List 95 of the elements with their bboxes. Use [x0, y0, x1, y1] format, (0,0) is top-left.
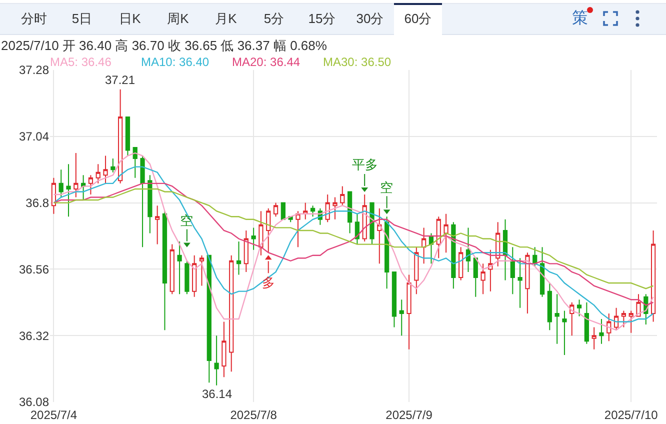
candlestick	[110, 158, 116, 173]
x-tick-label: 2025/7/9	[386, 408, 433, 422]
candlestick	[554, 294, 560, 344]
candlestick	[636, 294, 641, 317]
candlestick	[244, 230, 248, 272]
x-tick-label: 2025/7/8	[230, 408, 278, 422]
candlestick	[206, 254, 212, 384]
annotation: 37.21	[105, 73, 136, 87]
y-tick-label: 36.32	[18, 328, 50, 343]
candlestick	[414, 246, 419, 295]
candlestick	[58, 169, 64, 198]
candlestick	[155, 205, 160, 245]
candlestick	[125, 116, 130, 156]
candlestick	[562, 310, 567, 356]
candlestick	[399, 299, 404, 336]
candlestick	[132, 146, 138, 178]
text: MA20: 36.44	[232, 55, 302, 69]
y-tick-label: 36.08	[18, 395, 50, 410]
candlestick	[251, 227, 256, 250]
candlestick	[584, 302, 589, 344]
line-series	[53, 182, 654, 306]
candlestick	[103, 155, 108, 184]
candlestick	[88, 174, 94, 195]
candlestick	[310, 205, 316, 218]
candlestick	[340, 186, 345, 206]
candlestick	[599, 318, 604, 344]
y-tick-label: 37.04	[18, 130, 50, 144]
candlestick	[140, 155, 145, 248]
candlestick	[236, 241, 242, 276]
candlestick	[162, 210, 168, 331]
candlestick	[184, 260, 190, 295]
candlestick	[280, 202, 286, 220]
candlestick	[436, 216, 441, 259]
candlestick	[303, 202, 308, 220]
candlestick	[332, 196, 338, 220]
candlestick	[96, 164, 100, 184]
candlestick	[473, 258, 478, 298]
candlestick	[384, 216, 390, 290]
candlestick	[74, 152, 78, 198]
candlestick	[392, 271, 397, 328]
x-tick-label: 2025/7/10	[604, 408, 658, 422]
candlestick	[614, 307, 619, 331]
candlestick	[488, 249, 493, 292]
candlestick	[347, 191, 352, 234]
candlestick	[229, 254, 234, 372]
text: MA5: 36.46	[50, 55, 112, 69]
candlestick	[266, 208, 271, 254]
candlestick	[51, 177, 56, 214]
candlestick	[576, 299, 582, 317]
candlestick	[525, 252, 530, 314]
candlestick	[177, 241, 182, 295]
candlestick	[199, 254, 204, 286]
candlestick	[192, 254, 197, 298]
candlestick	[466, 227, 471, 272]
candlestick	[480, 263, 486, 295]
candlestick	[650, 230, 656, 322]
candlestick	[510, 246, 515, 295]
x-tick-label: 2025/7/4	[30, 408, 78, 422]
candlestick	[296, 210, 300, 248]
candlestick	[354, 213, 360, 245]
candlestick	[377, 208, 382, 264]
candlestick	[148, 174, 152, 234]
candlestick	[273, 202, 278, 218]
candlestick	[444, 213, 448, 254]
y-tick-label: 36.8	[26, 196, 50, 210]
candlestick	[422, 227, 426, 264]
candlestick	[214, 335, 219, 386]
candlestick	[606, 312, 612, 342]
candlestick	[118, 88, 123, 184]
text: MA10: 36.40	[141, 55, 210, 69]
candlestick	[540, 246, 545, 298]
text: MA30: 36.50	[323, 55, 392, 69]
chart-subtitle: 2025/7/10 开 36.40 高 36.70 收 36.65 低 36.37 幅 0.68%	[1, 38, 327, 54]
candlestick	[406, 274, 412, 350]
candlestick	[621, 310, 626, 328]
candlestick	[592, 326, 596, 350]
candlestick	[502, 218, 508, 281]
candlestick	[428, 232, 434, 264]
toolbar: 分时 5日 日K 周K 月K 5分 15分 30分 60分 策	[0, 3, 666, 35]
candlestick	[81, 174, 86, 201]
candlestick	[66, 164, 71, 218]
candlestick	[258, 210, 264, 256]
candlestick	[628, 310, 634, 334]
data-label: 空	[380, 180, 393, 195]
data-label: 多	[262, 275, 275, 290]
candlestick	[518, 258, 522, 308]
candlestick	[458, 246, 464, 281]
candlestick	[547, 282, 552, 331]
data-label: 平多	[352, 157, 378, 172]
y-tick-label: 37.28	[18, 63, 50, 78]
y-tick-label: 36.56	[18, 262, 50, 276]
candlestick	[222, 321, 226, 378]
annotation: 36.14	[202, 387, 232, 401]
candlestick	[451, 222, 456, 290]
candlestick	[170, 244, 174, 295]
